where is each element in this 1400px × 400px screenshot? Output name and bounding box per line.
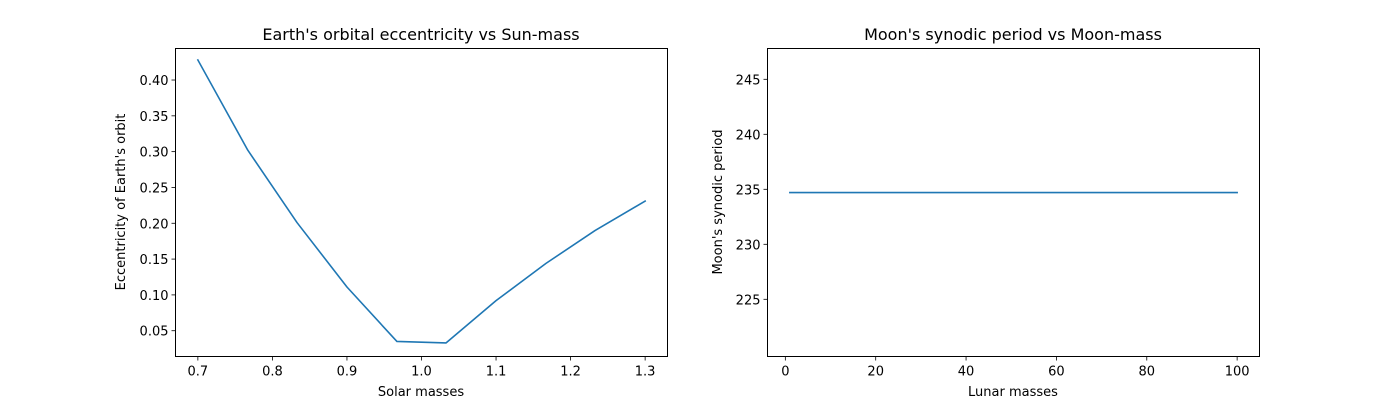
plot-area: 0 20 40 60 80 100 225 230 235 240 245 [736, 73, 1250, 379]
x-tick-label: 1.2 [560, 365, 581, 380]
y-tick-label: 0.35 [140, 110, 169, 125]
x-axis-label: Lunar masses [968, 385, 1058, 400]
y-tick-label: 225 [736, 293, 761, 308]
y-tick-label: 0.20 [140, 217, 169, 232]
plot-frame [175, 48, 668, 357]
y-axis-label: Moon's synodic period [711, 129, 726, 274]
x-tick-label: 100 [1225, 365, 1250, 380]
y-tick-label: 230 [736, 238, 761, 253]
y-tick-label: 0.25 [140, 181, 169, 196]
y-tick-label: 235 [736, 183, 761, 198]
x-tick-label: 0 [781, 365, 789, 380]
x-tick-label: 20 [867, 365, 884, 380]
x-tick-label: 1.1 [486, 365, 507, 380]
x-tick-label: 1.0 [411, 365, 432, 380]
x-tick-label: 60 [1048, 365, 1065, 380]
y-tick-label: 245 [736, 73, 761, 88]
series-line [196, 58, 647, 344]
x-tick-label: 0.8 [262, 365, 283, 380]
y-tick-label: 240 [736, 128, 761, 143]
chart-title: Earth's orbital eccentricity vs Sun-mass [262, 25, 579, 44]
x-tick-label: 40 [958, 365, 975, 380]
x-tick-label: 1.3 [635, 365, 656, 380]
y-axis-label: Eccentricity of Earth's orbit [114, 114, 129, 291]
y-tick-label: 0.05 [140, 325, 169, 340]
y-tick-label: 0.10 [140, 289, 169, 304]
x-tick-label: 80 [1139, 365, 1156, 380]
eccentricity-chart: Earth's orbital eccentricity vs Sun-mass… [114, 25, 668, 400]
plot-area: 0.7 0.8 0.9 1.0 1.1 1.2 1.3 0.05 0.10 0.15 0.20 0.2… [140, 58, 656, 380]
synodic-period-chart: Moon's synodic period vs Moon-mass 0 20 40… [711, 25, 1260, 400]
plot-frame [767, 48, 1260, 357]
x-axis-label: Solar masses [378, 385, 464, 400]
chart-title: Moon's synodic period vs Moon-mass [864, 25, 1162, 44]
y-tick-label: 0.30 [140, 146, 169, 161]
x-tick-label: 0.9 [337, 365, 358, 380]
y-tick-label: 0.15 [140, 253, 169, 268]
y-tick-label: 0.40 [140, 74, 169, 89]
x-tick-label: 0.7 [188, 365, 209, 380]
